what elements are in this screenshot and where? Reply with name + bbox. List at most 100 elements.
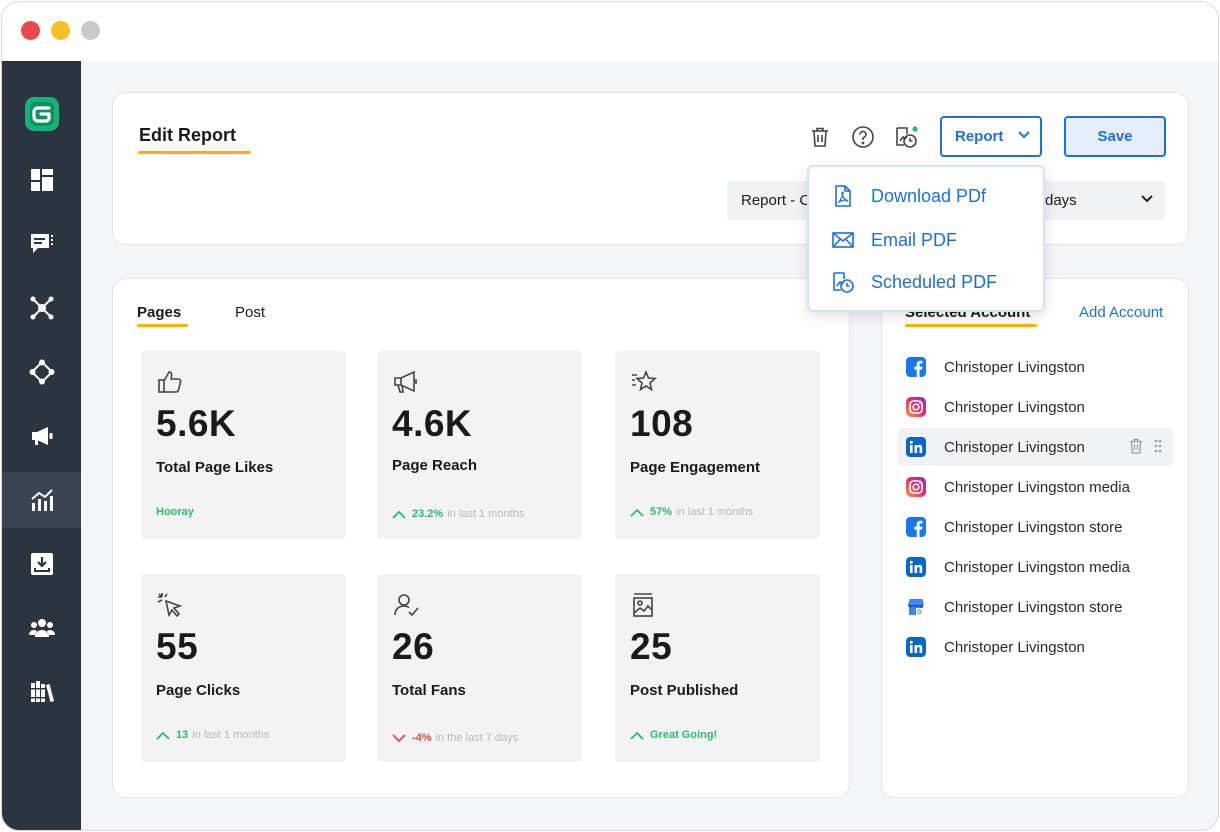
metric-tile-page-reach: 4.6K Page Reach 23.2% in last 1 months <box>377 351 582 539</box>
tab-post[interactable]: Post <box>235 304 266 321</box>
metric-tile-page-clicks: 55 Page Clicks 13 in last 1 months <box>141 574 346 762</box>
account-name: Christoper Livingston <box>944 438 1085 456</box>
linkedin-icon <box>906 557 926 577</box>
chevron-down-icon <box>1018 131 1030 139</box>
account-row[interactable]: Christoper Livingston <box>898 348 1173 386</box>
sidebar-item-workflow[interactable] <box>2 344 81 400</box>
chevron-down-icon <box>1141 195 1153 203</box>
google-business-icon <box>908 599 924 615</box>
trend-up-icon <box>392 510 406 519</box>
report-select-value: Report - C <box>741 192 811 209</box>
sidebar-item-team[interactable] <box>2 600 81 656</box>
metric-tile-page-engagement: 108 Page Engagement 57% in last 1 months <box>615 351 820 539</box>
trash-icon[interactable] <box>808 125 832 149</box>
accounts-title-underline <box>905 324 1037 327</box>
analytics-icon <box>30 489 53 511</box>
metric-stat: 23.2% in last 1 months <box>392 508 524 520</box>
account-name: Christoper Livingston <box>944 358 1085 376</box>
page-title: Edit Report <box>139 125 236 145</box>
row-actions <box>1129 438 1163 454</box>
metric-stat-period: in last 1 months <box>447 508 525 520</box>
export-dropdown-menu: Download PDf Email PDF Scheduled PDF <box>807 165 1045 312</box>
account-name: Christoper Livingston store <box>944 598 1123 616</box>
account-row[interactable]: Christoper Livingston store <box>898 588 1173 626</box>
trash-icon[interactable] <box>1129 438 1143 454</box>
brand-g-logo[interactable] <box>24 96 60 132</box>
sidebar-item-dashboard[interactable] <box>2 152 81 208</box>
metric-stat-period: in last 1 months <box>676 506 754 518</box>
sidebar-item-network[interactable] <box>2 280 81 336</box>
metric-value: 4.6K <box>392 403 473 444</box>
sidebar-item-campaigns[interactable] <box>2 408 81 464</box>
metric-stat-value: 57% <box>650 506 673 518</box>
library-icon <box>30 681 54 702</box>
dashboard-icon <box>30 169 53 191</box>
metric-label: Page Clicks <box>156 682 241 699</box>
sidebar-item-downloads[interactable] <box>2 536 81 592</box>
close-window-button[interactable] <box>21 21 40 40</box>
tab-underline <box>137 324 188 327</box>
pdf-file-icon <box>835 185 851 207</box>
menu-item-label: Email PDF <box>871 229 958 250</box>
account-row[interactable]: Christoper Livingston <box>898 388 1173 426</box>
account-row[interactable]: Christoper Livingston <box>898 428 1173 466</box>
metric-stat: Great Going! <box>630 729 717 741</box>
trend-down-icon <box>392 733 406 742</box>
menu-item-label: Download PDf <box>871 185 987 206</box>
report-menu-button[interactable]: Report <box>940 116 1042 157</box>
metric-label: Page Reach <box>392 457 478 474</box>
metric-stat: 57% in last 1 months <box>630 506 753 518</box>
sidebar-item-analytics[interactable] <box>2 472 81 528</box>
megaphone-icon <box>31 427 52 445</box>
metric-stat-period: in the last 7 days <box>435 732 519 744</box>
trend-up-icon <box>630 731 644 740</box>
menu-item-download-pdf[interactable]: Download PDf <box>831 181 986 211</box>
metric-stat-value: 23.2% <box>412 508 444 520</box>
thumbs-up-icon <box>158 371 182 393</box>
metric-label: Total Page Likes <box>156 459 274 476</box>
download-tray-icon <box>30 553 53 575</box>
drag-handle-icon[interactable] <box>1153 438 1163 454</box>
user-check-icon <box>394 594 419 617</box>
sidebar-item-inbox[interactable] <box>2 216 81 272</box>
image-post-icon <box>633 593 653 617</box>
team-icon <box>28 619 55 637</box>
account-row[interactable]: Christoper Livingston media <box>898 548 1173 586</box>
menu-item-scheduled-pdf[interactable]: Scheduled PDF <box>831 267 997 297</box>
account-name: Christoper Livingston media <box>944 558 1130 576</box>
metric-label: Total Fans <box>392 682 466 699</box>
title-underline <box>138 151 251 154</box>
account-row[interactable]: Christoper Livingston media <box>898 468 1173 506</box>
help-icon[interactable] <box>851 125 875 149</box>
title-bar <box>2 2 1218 61</box>
scheduled-report-icon[interactable] <box>894 125 918 149</box>
inbox-icon <box>30 234 53 253</box>
metric-label: Post Published <box>630 682 739 699</box>
minimize-window-button[interactable] <box>51 21 70 40</box>
tab-pages[interactable]: Pages <box>137 304 182 321</box>
scheduled-report-icon <box>833 272 854 293</box>
account-name: Christoper Livingston media <box>944 478 1130 496</box>
save-button[interactable]: Save <box>1064 116 1166 157</box>
account-name: Christoper Livingston <box>944 638 1085 656</box>
add-account-link[interactable]: Add Account <box>1079 304 1164 321</box>
maximize-window-button[interactable] <box>81 21 100 40</box>
menu-item-email-pdf[interactable]: Email PDF <box>831 225 957 255</box>
report-select-period: days <box>1045 192 1077 209</box>
metric-tile-total-fans: 26 Total Fans -4% in the last 7 days <box>377 574 582 762</box>
metric-value: 26 <box>392 626 435 667</box>
metric-value: 5.6K <box>156 403 237 444</box>
metric-stat: -4% in the last 7 days <box>392 732 518 744</box>
sidebar-item-library[interactable] <box>2 664 81 720</box>
instagram-icon <box>906 477 926 497</box>
account-row[interactable]: Christoper Livingston <box>898 628 1173 666</box>
metric-stat-value: 13 <box>176 729 189 741</box>
metric-value: 25 <box>630 626 673 667</box>
account-row[interactable]: Christoper Livingston store <box>898 508 1173 546</box>
sidebar <box>2 61 81 830</box>
linkedin-icon <box>906 637 926 657</box>
cursor-click-icon <box>157 593 183 618</box>
metric-tile-post-published: 25 Post Published Great Going! <box>615 574 820 762</box>
metric-stat-value: Great Going! <box>650 729 718 741</box>
